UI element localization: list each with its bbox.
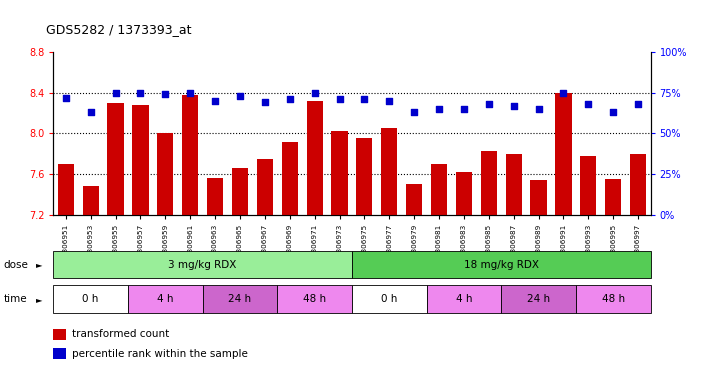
Bar [157, 133, 173, 215]
Text: ►: ► [36, 260, 43, 269]
Bar [356, 137, 373, 215]
Bar [456, 172, 472, 215]
Point [458, 106, 469, 112]
Bar [232, 168, 248, 215]
Bar [257, 159, 273, 215]
Text: 48 h: 48 h [303, 294, 326, 304]
Point [607, 109, 619, 115]
Point [583, 101, 594, 107]
Bar [282, 142, 298, 215]
Point [259, 99, 270, 106]
Point [533, 106, 545, 112]
Point [483, 101, 494, 107]
Bar [207, 178, 223, 215]
Text: 4 h: 4 h [157, 294, 173, 304]
Point [408, 109, 419, 115]
Text: 0 h: 0 h [381, 294, 397, 304]
Bar [506, 154, 522, 215]
Point [557, 89, 569, 96]
Text: 0 h: 0 h [82, 294, 99, 304]
Text: ►: ► [36, 295, 43, 304]
Point [209, 98, 220, 104]
Bar [406, 184, 422, 215]
Point [333, 96, 345, 102]
Bar [132, 105, 149, 215]
Bar [381, 128, 397, 215]
Bar [82, 187, 99, 215]
Point [633, 101, 644, 107]
Point [384, 98, 395, 104]
Point [508, 103, 519, 109]
Bar [605, 179, 621, 215]
Bar [331, 131, 348, 215]
Text: 24 h: 24 h [527, 294, 550, 304]
Text: 18 mg/kg RDX: 18 mg/kg RDX [464, 260, 539, 270]
Bar [431, 164, 447, 215]
Text: dose: dose [4, 260, 28, 270]
Text: 3 mg/kg RDX: 3 mg/kg RDX [169, 260, 237, 270]
Point [109, 89, 121, 96]
Text: GDS5282 / 1373393_at: GDS5282 / 1373393_at [46, 23, 192, 36]
Point [60, 94, 71, 101]
Point [135, 89, 146, 96]
Point [309, 89, 320, 96]
Bar [555, 93, 572, 215]
Bar [58, 164, 74, 215]
Bar [107, 103, 124, 215]
Point [433, 106, 445, 112]
Text: time: time [4, 294, 27, 304]
Point [85, 109, 97, 115]
Text: 24 h: 24 h [228, 294, 252, 304]
Bar [182, 95, 198, 215]
Point [234, 93, 246, 99]
Text: 4 h: 4 h [456, 294, 472, 304]
Bar [306, 101, 323, 215]
Point [358, 96, 370, 102]
Text: transformed count: transformed count [72, 329, 169, 339]
Point [185, 89, 196, 96]
Bar [580, 156, 597, 215]
Bar [530, 180, 547, 215]
Bar [630, 154, 646, 215]
Point [159, 91, 171, 98]
Bar [481, 151, 497, 215]
Point [284, 96, 296, 102]
Text: 48 h: 48 h [602, 294, 625, 304]
Text: percentile rank within the sample: percentile rank within the sample [72, 349, 247, 359]
